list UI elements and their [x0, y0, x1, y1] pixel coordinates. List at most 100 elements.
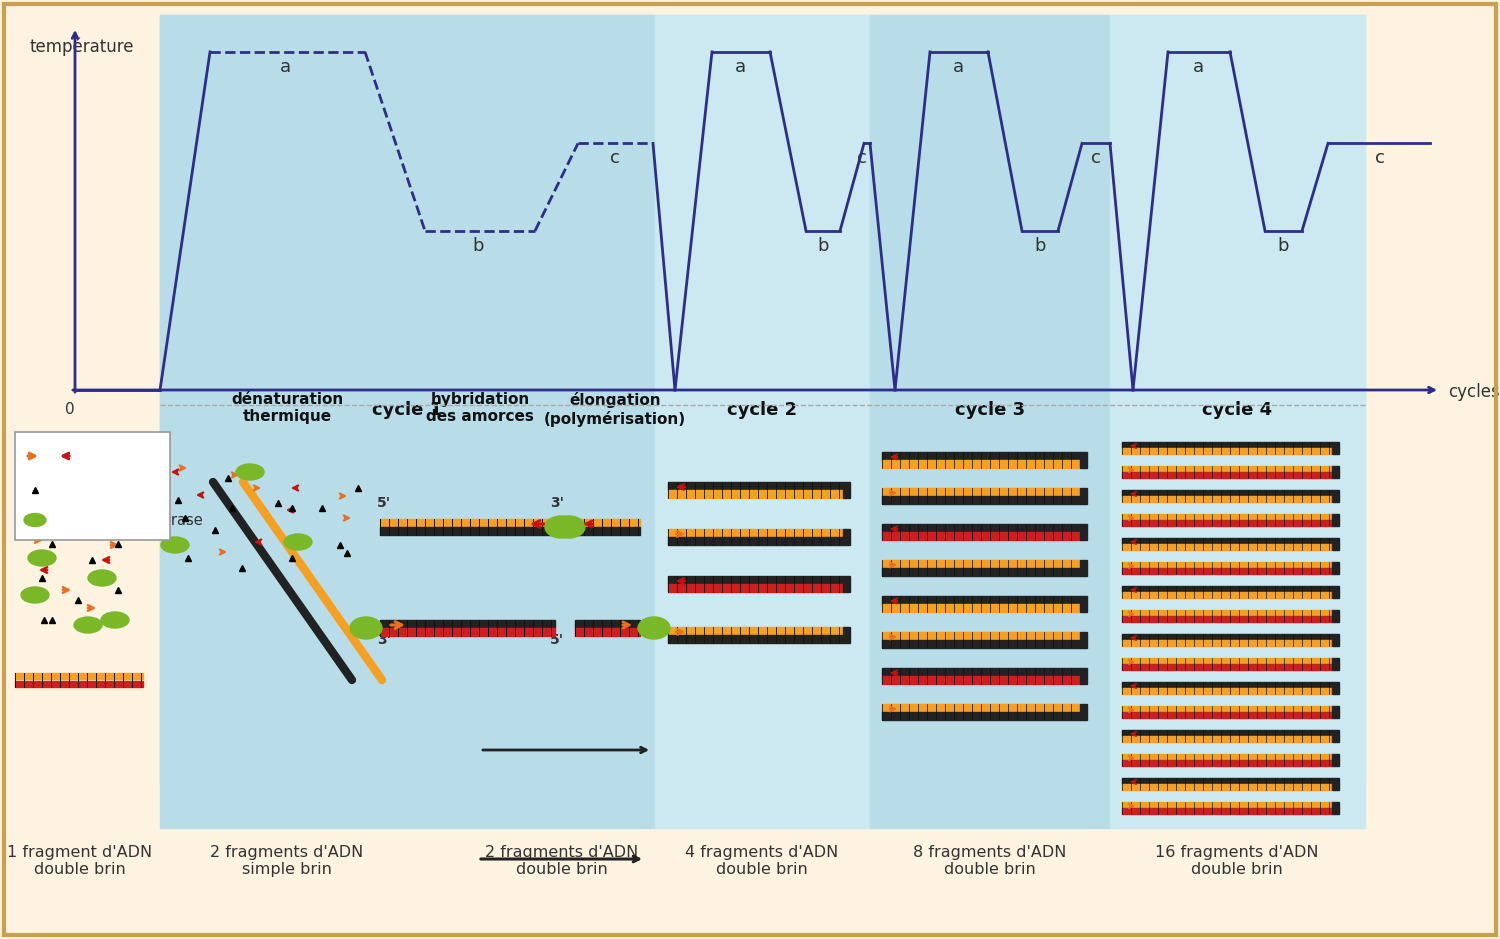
Bar: [1080, 524, 1088, 540]
Ellipse shape: [544, 516, 578, 538]
Bar: [574, 628, 640, 636]
Bar: [1080, 560, 1088, 576]
Bar: [1122, 586, 1332, 592]
Ellipse shape: [100, 612, 129, 628]
Bar: [882, 560, 1080, 568]
Ellipse shape: [88, 570, 116, 586]
Bar: [656, 15, 870, 783]
Text: ADN polymérase: ADN polymérase: [80, 512, 203, 528]
Bar: [1332, 562, 1340, 574]
Text: nucléotides: nucléotides: [80, 483, 165, 498]
Bar: [1332, 586, 1340, 598]
Bar: [1122, 472, 1332, 478]
Bar: [1080, 632, 1088, 648]
Bar: [1122, 808, 1332, 814]
Bar: [1332, 658, 1340, 670]
Text: c: c: [1376, 149, 1384, 167]
Bar: [15, 673, 142, 679]
Bar: [160, 15, 656, 828]
Bar: [882, 632, 1080, 640]
Text: c: c: [610, 149, 620, 167]
Bar: [882, 568, 1080, 576]
Bar: [882, 488, 1080, 496]
Text: b: b: [1035, 237, 1046, 254]
Bar: [1122, 562, 1332, 568]
Text: cycle 2: cycle 2: [728, 401, 796, 419]
Bar: [1122, 658, 1332, 664]
Ellipse shape: [160, 537, 189, 553]
Ellipse shape: [350, 617, 382, 639]
Bar: [1110, 15, 1365, 783]
Bar: [843, 627, 850, 643]
Text: amorces: amorces: [80, 449, 142, 464]
Bar: [1122, 682, 1332, 688]
Bar: [668, 635, 843, 643]
Ellipse shape: [554, 516, 585, 538]
Bar: [1122, 514, 1332, 520]
Text: hybridation
des amorces: hybridation des amorces: [426, 392, 534, 424]
Bar: [1122, 442, 1332, 448]
Bar: [380, 519, 555, 527]
Bar: [1122, 490, 1332, 496]
Bar: [1122, 610, 1332, 616]
Text: c: c: [1090, 149, 1101, 167]
Ellipse shape: [28, 550, 56, 566]
Text: 1 fragment d'ADN
double brin: 1 fragment d'ADN double brin: [8, 845, 153, 877]
Ellipse shape: [236, 464, 264, 480]
Text: b: b: [818, 237, 828, 254]
Bar: [1332, 706, 1340, 718]
Text: a: a: [952, 58, 963, 76]
Bar: [843, 529, 850, 545]
Bar: [1122, 448, 1332, 454]
Text: cycles: cycles: [1448, 383, 1500, 401]
Text: c: c: [856, 149, 867, 167]
Text: b: b: [1276, 237, 1288, 254]
Ellipse shape: [21, 587, 50, 603]
Bar: [574, 527, 640, 535]
Ellipse shape: [24, 514, 46, 527]
Bar: [1122, 592, 1332, 598]
Bar: [843, 576, 850, 592]
Bar: [1122, 778, 1332, 784]
Bar: [160, 15, 656, 783]
Text: dénaturation
thermique: dénaturation thermique: [231, 392, 344, 424]
Bar: [1122, 544, 1332, 550]
Bar: [1332, 730, 1340, 742]
Ellipse shape: [638, 617, 670, 639]
Text: a: a: [1192, 58, 1203, 76]
Bar: [1122, 760, 1332, 766]
Bar: [1332, 538, 1340, 550]
Bar: [882, 452, 1080, 460]
Bar: [1122, 466, 1332, 472]
Bar: [1122, 538, 1332, 544]
Text: cycle 1: cycle 1: [372, 401, 442, 419]
Bar: [1332, 682, 1340, 694]
Bar: [1122, 754, 1332, 760]
Bar: [15, 681, 142, 687]
Bar: [870, 15, 1110, 783]
Bar: [870, 15, 1110, 828]
Bar: [1332, 778, 1340, 790]
Bar: [882, 604, 1080, 612]
Text: a: a: [735, 58, 746, 76]
Bar: [1332, 514, 1340, 526]
Bar: [1122, 520, 1332, 526]
Text: 3': 3': [376, 633, 392, 647]
Bar: [1122, 568, 1332, 574]
Bar: [574, 519, 640, 527]
Text: 2 fragments d'ADN
double brin: 2 fragments d'ADN double brin: [486, 845, 639, 877]
Bar: [1122, 736, 1332, 742]
Bar: [882, 712, 1080, 720]
Bar: [1122, 784, 1332, 790]
Bar: [668, 576, 843, 584]
Text: b: b: [472, 237, 483, 254]
Bar: [1122, 706, 1332, 712]
Bar: [843, 482, 850, 498]
Text: 0: 0: [64, 402, 75, 417]
Bar: [882, 496, 1080, 504]
Bar: [1080, 668, 1088, 684]
Bar: [668, 537, 843, 545]
Bar: [1080, 488, 1088, 504]
Text: 4 fragments d'ADN
double brin: 4 fragments d'ADN double brin: [686, 845, 838, 877]
Bar: [1332, 466, 1340, 478]
